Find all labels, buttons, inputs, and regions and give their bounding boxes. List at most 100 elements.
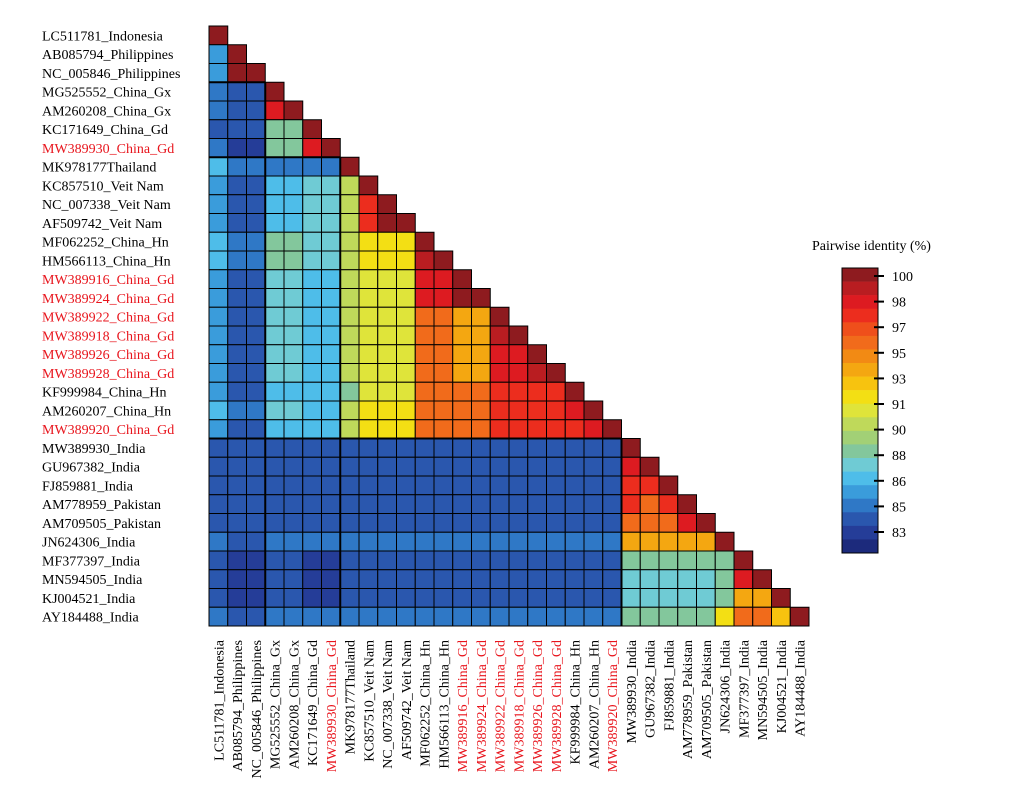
column-label: MW389920_China_Gd xyxy=(606,640,621,772)
heatmap-cell xyxy=(321,513,341,533)
heatmap-cell xyxy=(358,588,379,608)
heatmap-cell xyxy=(246,550,266,571)
heatmap-cell xyxy=(414,438,435,458)
heatmap-cell xyxy=(414,400,435,421)
heatmap-cell xyxy=(246,138,266,158)
heatmap-cell xyxy=(414,344,435,364)
heatmap-cell xyxy=(452,344,472,364)
column-label: MW389922_China_Gd xyxy=(494,640,509,772)
heatmap-cell xyxy=(302,138,322,158)
heatmap-cell xyxy=(471,325,491,346)
heatmap-cell xyxy=(639,588,660,608)
heatmap-cell xyxy=(302,344,322,364)
heatmap-cell xyxy=(396,269,416,289)
heatmap-cell xyxy=(321,400,341,421)
heatmap-cell xyxy=(358,569,379,589)
heatmap-cell xyxy=(321,475,341,496)
heatmap-cell xyxy=(208,194,229,214)
heatmap-cell xyxy=(339,306,360,327)
heatmap-cell xyxy=(264,231,285,252)
heatmap-cell xyxy=(433,344,454,364)
heatmap-cell xyxy=(789,606,810,627)
heatmap-cell xyxy=(321,531,341,552)
heatmap-cells xyxy=(208,25,810,627)
heatmap-cell xyxy=(414,419,435,439)
row-label: MW389920_China_Gd xyxy=(42,423,174,438)
heatmap-cell xyxy=(208,25,229,46)
heatmap-cell xyxy=(302,119,322,139)
heatmap-cell xyxy=(208,606,229,627)
heatmap-cell xyxy=(358,325,379,346)
heatmap-cell xyxy=(489,550,510,571)
heatmap-cell xyxy=(471,400,491,421)
heatmap-cell xyxy=(677,569,697,589)
heatmap-cell xyxy=(246,306,266,327)
heatmap-cell xyxy=(564,606,585,627)
heatmap-cell xyxy=(283,363,304,383)
heatmap-cell xyxy=(302,419,322,439)
heatmap-cell xyxy=(396,531,416,552)
heatmap-cell xyxy=(621,456,641,477)
heatmap-cell xyxy=(396,325,416,346)
heatmap-cell xyxy=(508,606,529,627)
heatmap-cell xyxy=(227,175,247,196)
heatmap-cell xyxy=(471,306,491,327)
heatmap-cell xyxy=(377,438,397,458)
heatmap-cell xyxy=(339,363,360,383)
heatmap-cell xyxy=(283,531,304,552)
heatmap-cell xyxy=(264,175,285,196)
heatmap-cell xyxy=(339,494,360,514)
heatmap-cell xyxy=(339,269,360,289)
heatmap-cell xyxy=(433,588,454,608)
heatmap-cell xyxy=(452,456,472,477)
heatmap-cell xyxy=(658,606,679,627)
heatmap-cell xyxy=(471,494,491,514)
heatmap-cell xyxy=(227,81,247,102)
row-label: LC511781_Indonesia xyxy=(42,29,164,44)
row-label: AM260207_China_Hn xyxy=(42,404,171,419)
column-label: AM260207_China_Hn xyxy=(587,640,602,769)
heatmap-cell xyxy=(264,250,285,271)
heatmap-cell xyxy=(246,363,266,383)
heatmap-cell xyxy=(546,363,566,383)
heatmap-cell xyxy=(227,494,247,514)
row-label: AF509742_Veit Nam xyxy=(42,217,162,232)
heatmap-cell xyxy=(264,456,285,477)
heatmap-cell xyxy=(489,400,510,421)
legend-swatch xyxy=(842,444,878,459)
heatmap-cell xyxy=(527,588,547,608)
heatmap-cell xyxy=(508,438,529,458)
heatmap-cell xyxy=(264,381,285,402)
row-label: NC_005846_Philippines xyxy=(42,67,180,82)
heatmap-cell xyxy=(508,494,529,514)
heatmap-cell xyxy=(583,400,604,421)
heatmap-cell xyxy=(208,175,229,196)
heatmap-cell xyxy=(339,213,360,233)
heatmap-cell xyxy=(208,550,229,571)
heatmap-cell xyxy=(321,175,341,196)
heatmap-cell xyxy=(546,381,566,402)
heatmap-cell xyxy=(433,400,454,421)
heatmap-cell xyxy=(227,325,247,346)
heatmap-cell xyxy=(639,513,660,533)
heatmap-cell xyxy=(471,363,491,383)
heatmap-cell xyxy=(396,456,416,477)
heatmap-cell xyxy=(733,550,754,571)
heatmap-cell xyxy=(433,606,454,627)
heatmap-cell xyxy=(602,606,622,627)
heatmap-cell xyxy=(583,456,604,477)
heatmap-cell xyxy=(452,419,472,439)
heatmap-cell xyxy=(677,513,697,533)
heatmap-cell xyxy=(339,194,360,214)
heatmap-cell xyxy=(377,269,397,289)
row-label: AB085794_Philippines xyxy=(42,48,173,63)
heatmap-cell xyxy=(658,550,679,571)
heatmap-cell xyxy=(583,531,604,552)
legend-swatch xyxy=(842,268,878,282)
column-label: FJ859881_India xyxy=(662,639,677,731)
heatmap-cell xyxy=(227,194,247,214)
heatmap-cell xyxy=(508,569,529,589)
heatmap-cell xyxy=(414,494,435,514)
legend-swatch xyxy=(842,485,878,500)
heatmap-cell xyxy=(339,175,360,196)
